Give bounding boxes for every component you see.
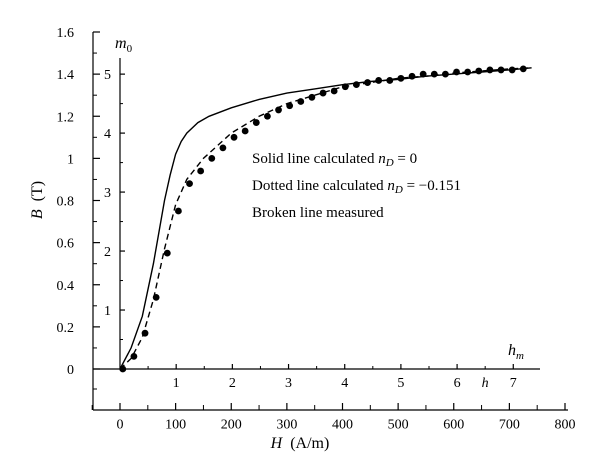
dotted-series-point: [353, 81, 360, 89]
y-tick-label: 0: [67, 363, 74, 378]
dotted-series-point: [497, 66, 505, 74]
dotted-series-point: [186, 180, 193, 188]
inner-x-mid-label: h: [482, 376, 489, 391]
y-tick-label: 1.2: [57, 110, 75, 125]
annotation-solid-var: n: [378, 151, 386, 167]
inner-x-tick-label: 7: [510, 376, 517, 391]
dotted-series-point: [297, 98, 305, 105]
dotted-series-point: [397, 74, 405, 82]
dotted-series-point: [208, 154, 216, 162]
y-tick-label: 1.6: [57, 26, 75, 41]
annotation-solid-rest: = 0: [394, 151, 417, 167]
x-tick-label: 700: [499, 418, 520, 433]
y-tick-label: 0.4: [57, 279, 75, 294]
dotted-series-point: [264, 112, 271, 120]
annotation-solid: Solid line calculated nD = 0: [252, 151, 417, 169]
annotation-dotted: Dotted line calculated nD = −0.151: [252, 178, 461, 196]
x-tick-label: 100: [165, 418, 186, 433]
annotation-dotted-text: Dotted line calculated: [252, 178, 387, 194]
y-tick-label: 1: [67, 152, 74, 167]
inner-y-axis-var: m: [115, 35, 127, 52]
data-series: [119, 65, 532, 373]
inner-y-tick-label: 3: [104, 186, 111, 201]
annotation-dotted-rest: = −0.151: [403, 178, 461, 194]
legend-annotations: Solid line calculated nD = 0 Dotted line…: [252, 151, 461, 221]
dotted-series-point: [442, 70, 449, 78]
dotted-series-point: [197, 167, 205, 175]
inner-y-tick-label: 1: [104, 304, 111, 319]
inner-x-tick-label: 6: [454, 376, 461, 391]
dashed-series-line: [119, 67, 532, 370]
annotation-solid-sub: D: [385, 157, 394, 169]
x-tick-label: 0: [117, 418, 124, 433]
inner-x-axis-title: hm: [508, 342, 524, 362]
y-axis-var: B: [29, 209, 46, 219]
dotted-series-point: [364, 79, 371, 86]
x-tick-label: 500: [388, 418, 409, 433]
inner-x-tick-label: 5: [397, 376, 404, 391]
x-axis-title: H (A/m): [270, 435, 330, 452]
dotted-series-point: [486, 66, 494, 74]
inner-y-tick-label: 4: [104, 127, 111, 142]
inner-x-tick-label: 4: [341, 376, 348, 391]
x-tick-label: 800: [555, 418, 576, 433]
y-tick-label: 0.2: [57, 321, 75, 336]
inner-x-axis-var: h: [508, 342, 516, 359]
y-axis-unit: (T): [29, 181, 46, 201]
x-tick-label: 300: [276, 418, 297, 433]
dotted-series-point: [175, 207, 182, 215]
inner-y-axis-title: m0: [115, 35, 133, 55]
dotted-series-point: [163, 249, 171, 257]
inner-y-tick-label: 5: [104, 68, 111, 83]
dotted-series-point: [308, 93, 316, 101]
dotted-series-point: [275, 106, 282, 114]
annotation-dotted-var: n: [387, 178, 395, 194]
x-axis-unit: (A/m): [290, 435, 329, 452]
dotted-series-point: [330, 87, 338, 95]
y-axis-title: B (T): [29, 181, 46, 219]
dotted-series-point: [252, 119, 260, 126]
dotted-series-point: [453, 68, 460, 76]
dotted-series-point: [341, 83, 349, 91]
inner-x-tick-label: 1: [173, 376, 180, 391]
dotted-series-point: [241, 127, 249, 135]
dotted-series-point: [475, 67, 483, 75]
x-tick-label: 200: [221, 418, 242, 433]
inner-y-tick-label: 2: [104, 245, 111, 260]
x-axis-var: H: [270, 435, 284, 452]
tick-marks: [91, 31, 566, 410]
annotation-solid-text: Solid line calculated: [252, 151, 378, 167]
y-tick-label: 1.4: [57, 68, 75, 83]
inner-y-axis-sub: 0: [127, 43, 133, 55]
dotted-series-point: [464, 68, 472, 76]
dotted-series-point: [219, 144, 227, 152]
annotation-broken: Broken line measured: [252, 205, 384, 221]
dotted-series-point: [230, 133, 238, 141]
dotted-series-point: [430, 70, 438, 78]
dotted-series-point: [130, 352, 138, 360]
inner-x-tick-label: 3: [285, 376, 292, 391]
dotted-series-point: [408, 72, 416, 80]
tick-labels: 0 0.2 0.4 0.6 0.8 1 1.2 1.4 1.6 0 100 200 300 400 500 6…: [57, 26, 576, 433]
annotation-broken-text: Broken line measured: [252, 205, 384, 221]
dotted-series-point: [152, 293, 160, 301]
dotted-series-point: [386, 77, 394, 84]
dotted-series-point: [119, 365, 127, 373]
x-tick-label: 400: [332, 418, 353, 433]
dotted-series-point: [141, 329, 149, 337]
dotted-series-point: [508, 66, 516, 74]
axes: [92, 32, 568, 411]
annotation-dotted-sub: D: [394, 184, 403, 196]
inner-x-tick-label: 2: [229, 376, 236, 391]
dotted-series-point: [419, 70, 427, 78]
y-tick-label: 0.8: [57, 195, 75, 210]
dotted-series-point: [375, 77, 383, 84]
x-tick-label: 600: [443, 418, 464, 433]
dotted-series-point: [519, 65, 527, 73]
dotted-series-point: [286, 102, 294, 110]
inner-x-axis-sub: m: [516, 350, 524, 362]
dotted-series-point: [319, 89, 327, 97]
y-tick-label: 0.6: [57, 237, 75, 252]
